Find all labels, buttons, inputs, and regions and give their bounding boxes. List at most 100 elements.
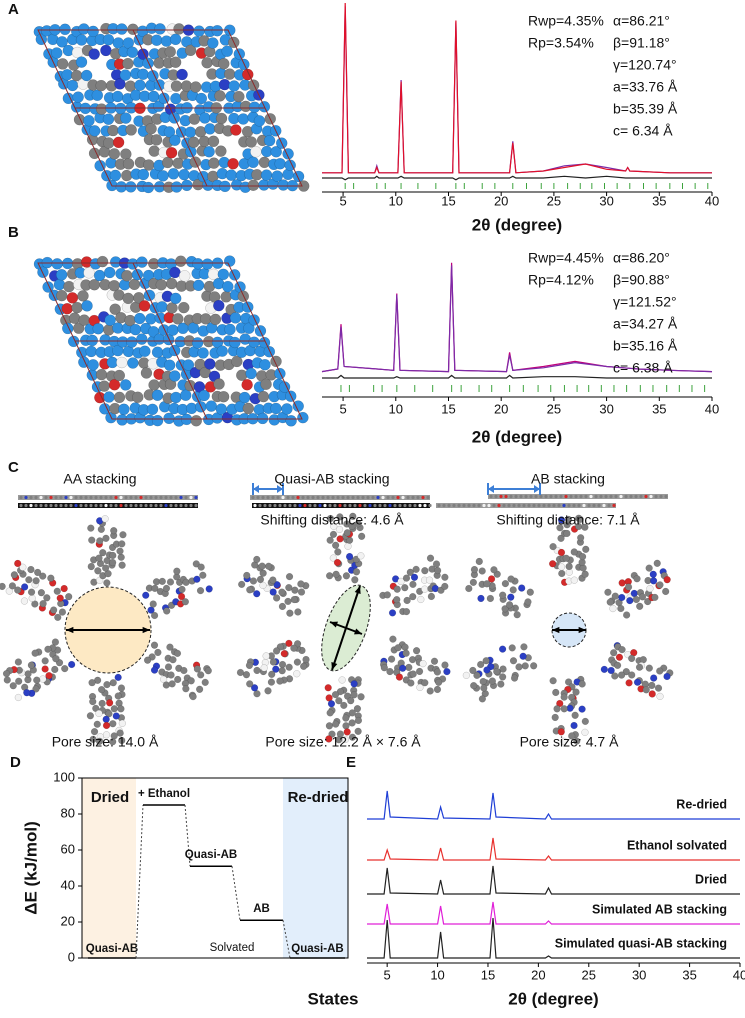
atom — [378, 503, 382, 508]
atom — [537, 503, 541, 508]
atom — [306, 495, 310, 500]
atom — [265, 562, 273, 570]
atom — [176, 68, 188, 81]
atom — [25, 576, 33, 584]
atom — [552, 688, 560, 697]
atom — [576, 515, 584, 523]
atom — [549, 494, 553, 499]
atom — [264, 687, 272, 695]
atom — [41, 665, 49, 673]
atom — [125, 124, 137, 136]
atom — [502, 503, 506, 508]
atom — [32, 577, 40, 585]
atom — [510, 674, 519, 682]
atom — [389, 635, 397, 643]
atom — [270, 146, 282, 158]
atom — [542, 503, 546, 508]
atom — [131, 268, 144, 281]
atom — [559, 494, 563, 499]
atom — [193, 25, 205, 37]
atom — [169, 134, 181, 146]
atom — [243, 322, 255, 335]
x-tick-label: 35 — [682, 967, 696, 982]
atom — [335, 697, 343, 705]
atom — [14, 586, 22, 594]
atom — [116, 547, 124, 555]
atom — [567, 503, 571, 508]
atom — [63, 280, 75, 293]
atom — [153, 100, 165, 112]
atom — [321, 495, 325, 500]
atom — [381, 495, 385, 500]
atom — [164, 46, 176, 58]
atom — [182, 359, 195, 371]
atom — [122, 57, 134, 70]
atom — [286, 609, 294, 617]
atom — [293, 503, 297, 508]
atom — [85, 345, 97, 358]
atom — [222, 280, 234, 293]
arrow-head — [578, 626, 586, 634]
trace-label: Dried — [695, 872, 727, 886]
atom — [136, 333, 148, 345]
atom — [87, 25, 99, 38]
atom — [118, 540, 126, 548]
atom — [292, 170, 305, 183]
atom — [247, 156, 259, 169]
atom — [110, 527, 118, 535]
atom — [415, 667, 424, 676]
x-tick-label: 5 — [339, 193, 346, 208]
atom — [114, 503, 118, 508]
atom — [103, 266, 116, 279]
pore-size-label: Pore size: 14.0 Å — [52, 734, 159, 750]
atom — [31, 649, 39, 657]
atom — [164, 503, 168, 508]
atom — [557, 516, 566, 524]
atom — [256, 575, 265, 584]
atom — [54, 503, 58, 508]
x-tick-label: 10 — [389, 401, 403, 416]
atom — [233, 90, 245, 103]
atom — [109, 558, 117, 567]
atom — [269, 658, 277, 666]
atom — [373, 503, 377, 508]
atom — [24, 495, 28, 500]
atom — [325, 722, 333, 730]
atom — [165, 277, 178, 290]
atom — [14, 559, 22, 568]
atom — [426, 495, 430, 500]
atom — [88, 125, 101, 137]
atom — [416, 683, 424, 692]
x-tick-label: 15 — [441, 401, 455, 416]
fit-annotation: Rwp=4.35% — [528, 13, 604, 29]
atom — [473, 671, 481, 679]
atom — [179, 389, 192, 402]
atom — [308, 503, 312, 508]
x-tick-label: 20 — [531, 967, 545, 982]
atom — [236, 369, 248, 381]
atom — [203, 146, 215, 158]
level-label: Quasi-AB — [291, 943, 343, 955]
x-tick-label: 30 — [599, 193, 613, 208]
atom — [133, 292, 145, 304]
atom — [258, 156, 271, 169]
atom — [323, 503, 327, 508]
atom — [119, 69, 132, 81]
atom — [354, 520, 362, 528]
atom — [159, 495, 163, 500]
atom — [434, 566, 442, 575]
atom — [350, 680, 358, 688]
atom — [189, 495, 193, 500]
x-tick-label: 10 — [389, 193, 403, 208]
atom — [327, 700, 336, 708]
atom — [58, 608, 67, 616]
atom — [193, 381, 206, 393]
atom — [649, 494, 653, 499]
atom — [53, 587, 61, 595]
region-label: Re-dried — [288, 789, 349, 806]
atom — [526, 588, 534, 596]
atom — [492, 503, 496, 508]
atom — [19, 563, 27, 571]
atom — [5, 587, 13, 595]
atom — [278, 660, 287, 669]
